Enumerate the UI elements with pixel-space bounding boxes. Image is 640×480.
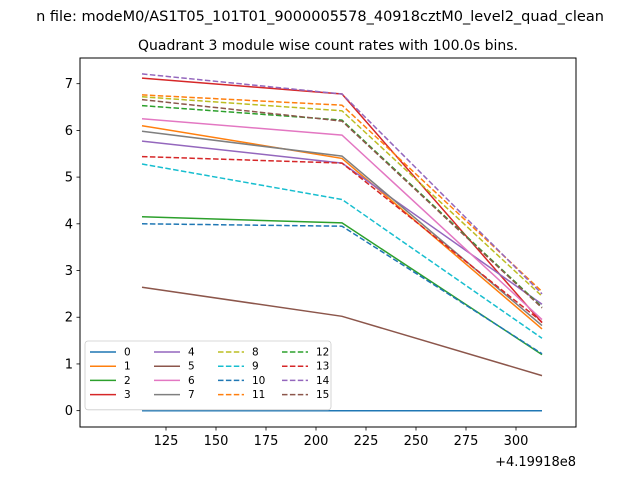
x-tick-label: 125 bbox=[154, 434, 179, 449]
legend-label: 13 bbox=[316, 361, 329, 373]
x-tick-label: 275 bbox=[454, 434, 479, 449]
legend-label: 6 bbox=[188, 375, 195, 387]
y-tick-label: 3 bbox=[65, 264, 73, 279]
x-tick-label: 200 bbox=[304, 434, 329, 449]
series-line-1 bbox=[141, 124, 543, 330]
chart-title: Quadrant 3 module wise count rates with … bbox=[138, 38, 518, 54]
series-line-10 bbox=[141, 223, 543, 355]
y-tick-label: 5 bbox=[65, 171, 73, 186]
series-line-9 bbox=[141, 163, 543, 339]
legend-label: 3 bbox=[124, 389, 131, 401]
x-tick-label: 300 bbox=[504, 434, 529, 449]
y-tick-label: 6 bbox=[65, 124, 73, 139]
series-line-13 bbox=[141, 155, 543, 323]
series-line-14 bbox=[141, 73, 543, 295]
series-line-6 bbox=[141, 117, 543, 321]
legend-label: 9 bbox=[252, 361, 259, 373]
series-layer bbox=[141, 73, 543, 412]
y-tick-label: 1 bbox=[65, 357, 73, 372]
legend-label: 1 bbox=[124, 361, 131, 373]
y-tick-label: 0 bbox=[65, 404, 73, 419]
legend-label: 0 bbox=[124, 347, 131, 359]
figure-suptitle: n file: modeM0/AS1T05_101T01_9000005578_… bbox=[36, 9, 604, 25]
legend-label: 10 bbox=[252, 375, 265, 387]
series-line-5 bbox=[141, 286, 543, 377]
x-offset-label: +4.19918e8 bbox=[495, 455, 576, 470]
legend-label: 12 bbox=[316, 347, 329, 359]
legend-label: 11 bbox=[252, 389, 265, 401]
series-line-15 bbox=[141, 98, 543, 309]
legend-label: 15 bbox=[316, 389, 329, 401]
series-line-11 bbox=[141, 94, 543, 293]
x-tick-label: 150 bbox=[204, 434, 229, 449]
y-tick-label: 2 bbox=[65, 311, 73, 326]
legend-box bbox=[84, 340, 332, 411]
legend-label: 7 bbox=[188, 389, 195, 401]
series-line-7 bbox=[141, 130, 543, 327]
x-tick-label: 225 bbox=[354, 434, 379, 449]
legend-label: 2 bbox=[124, 375, 131, 387]
legend-label: 14 bbox=[316, 375, 330, 387]
y-tick-label: 4 bbox=[65, 217, 73, 232]
plot-frame bbox=[79, 57, 577, 428]
x-tick-label: 250 bbox=[404, 434, 429, 449]
legend-label: 4 bbox=[188, 347, 195, 359]
x-tick-label: 175 bbox=[254, 434, 279, 449]
series-line-8 bbox=[141, 96, 543, 297]
legend-label: 8 bbox=[252, 347, 259, 359]
legend-label: 5 bbox=[188, 361, 195, 373]
y-tick-label: 7 bbox=[65, 77, 73, 92]
